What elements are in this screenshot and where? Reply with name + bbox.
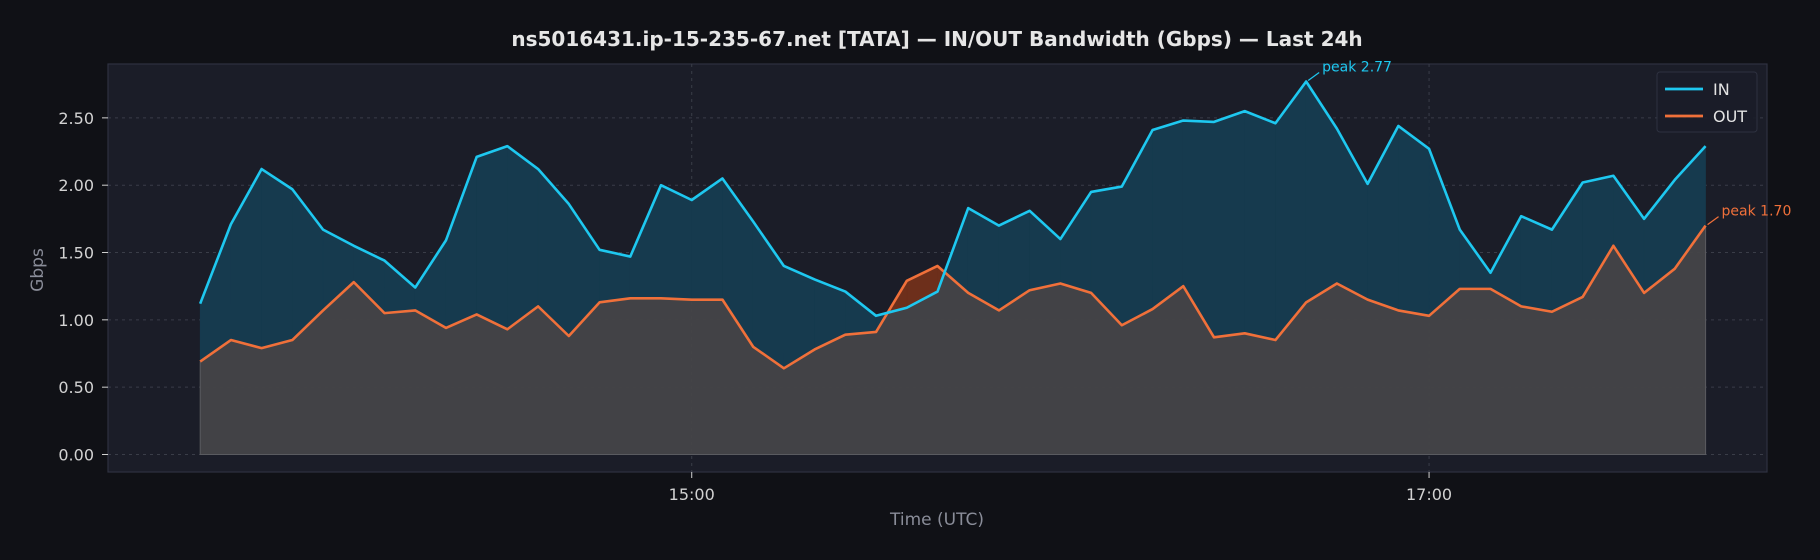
peak-annotation: peak 1.70 <box>1722 204 1792 220</box>
x-tick-label: 17:00 <box>1406 485 1452 504</box>
y-axis-label: Gbps <box>28 248 48 292</box>
out-series-line <box>199 224 1707 370</box>
annotation-leader <box>1307 72 1320 81</box>
annotation-leader <box>1707 216 1719 226</box>
series-fills <box>199 80 1707 455</box>
in-series-fill-segment <box>1398 125 1430 317</box>
chart-title: ns5016431.ip-15-235-67.net [TATA] — IN/O… <box>511 27 1362 51</box>
in-series-fill-segment <box>1520 215 1553 313</box>
y-tick-label: 0.50 <box>58 378 94 397</box>
in-series-line <box>198 80 1707 318</box>
peak-annotation: peak 2.77 <box>1322 60 1392 76</box>
x-axis-label: Time (UTC) <box>889 510 984 530</box>
y-tick-label: 2.50 <box>58 109 94 128</box>
y-axis: 0.00 0.50 1.00 1.50 2.00 2.50 <box>58 109 108 464</box>
in-series-fill-segment <box>476 145 508 330</box>
in-series-fill-segment <box>1275 80 1307 341</box>
in-series-fill-segment <box>1244 110 1276 341</box>
legend-label-out: OUT <box>1713 107 1747 126</box>
in-series-fill-segment <box>507 145 539 330</box>
in-series-fill-segment <box>261 168 293 349</box>
x-tick-label: 15:00 <box>669 485 715 504</box>
y-tick-label: 2.00 <box>58 176 94 195</box>
y-tick-label: 1.00 <box>58 311 94 330</box>
in-series-fill-segment <box>1152 120 1184 310</box>
legend: IN OUT <box>1656 71 1758 133</box>
y-tick-label: 1.50 <box>58 244 94 263</box>
series-lines <box>198 80 1707 370</box>
x-axis: 15:00 17:00 <box>669 472 1452 504</box>
legend-label-in: IN <box>1713 80 1730 99</box>
y-tick-label: 0.00 <box>58 445 94 464</box>
annotations: peak 2.77 peak 1.70 <box>1307 60 1792 226</box>
in-series-fill-segment <box>599 249 631 303</box>
in-series-fill-segment <box>1213 110 1246 338</box>
in-series-fill-segment <box>660 184 693 300</box>
